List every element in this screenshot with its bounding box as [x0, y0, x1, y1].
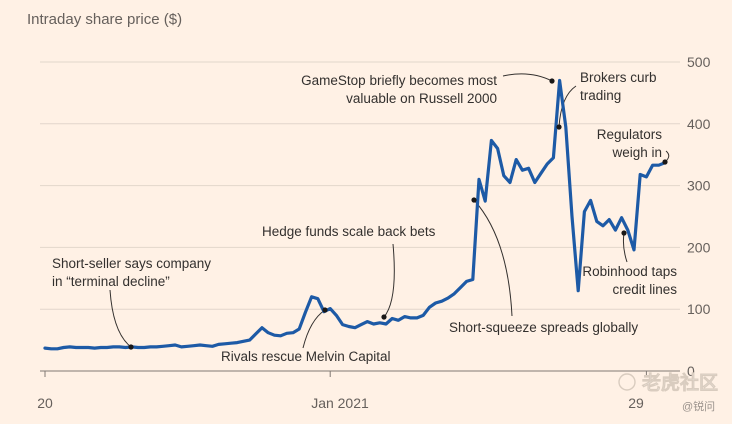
annotation-dot-regulators — [662, 159, 668, 165]
annotation-leader-hedge-funds — [383, 243, 395, 318]
annotation-dot-brokers-curb — [556, 124, 562, 130]
annotation-robinhood: Robinhood taps credit lines — [582, 264, 677, 297]
annotation-regulators-line-1: weigh in — [611, 145, 662, 160]
annotation-leader-short-seller — [109, 289, 132, 348]
annotation-short-seller-line-1: in “terminal decline” — [52, 274, 170, 289]
annotation-short-seller: Short-seller says company in “terminal de… — [52, 256, 211, 289]
annotation-regulators-line-0: Regulators — [597, 127, 663, 142]
x-tick-label-1: Jan 2021 — [311, 395, 369, 411]
annotation-brokers-curb-line-1: trading — [580, 88, 621, 103]
annotation-rivals-rescue: Rivals rescue Melvin Capital — [221, 349, 391, 364]
annotation-russell-2000: GameStop briefly becomes most valuable on… — [301, 73, 497, 106]
annotation-dot-hedge-funds — [381, 314, 387, 320]
y-tick-label-400: 400 — [687, 116, 711, 132]
annotation-regulators: Regulators weigh in — [597, 127, 663, 160]
annotation-dot-rivals-rescue — [322, 307, 328, 313]
annotation-russell-2000-line-1: valuable on Russell 2000 — [346, 91, 497, 106]
annotation-dot-short-squeeze — [471, 197, 477, 203]
x-axis: 20 Jan 2021 29 — [37, 371, 647, 411]
annotation-brokers-curb-line-0: Brokers curb — [580, 70, 657, 85]
watermark-user: @锐问 — [682, 399, 715, 413]
y-axis: 0 100 200 300 400 500 — [687, 54, 711, 379]
series-line-share-price — [43, 78, 667, 351]
annotation-short-seller-line-0: Short-seller says company — [52, 256, 211, 271]
y-tick-label-100: 100 — [687, 301, 711, 317]
watermark-logo-icon — [618, 373, 636, 391]
annotation-hedge-funds-line-0: Hedge funds scale back bets — [262, 224, 436, 239]
annotation-brokers-curb: Brokers curb trading — [580, 70, 657, 103]
annotation-robinhood-line-0: Robinhood taps — [582, 264, 677, 279]
x-tick-label-0: 20 — [37, 395, 53, 411]
watermark: 老虎社区 @锐问 — [618, 371, 718, 413]
annotations: Short-seller says company in “terminal de… — [52, 70, 677, 364]
y-tick-label-500: 500 — [687, 54, 711, 70]
y-tick-label-200: 200 — [687, 239, 711, 255]
annotation-russell-2000-line-0: GameStop briefly becomes most — [301, 73, 497, 88]
x-tick-label-2: 29 — [628, 395, 644, 411]
annotation-dots — [128, 78, 668, 350]
annotation-robinhood-line-1: credit lines — [612, 282, 677, 297]
annotation-short-squeeze: Short-squeeze spreads globally — [449, 320, 638, 335]
annotation-dot-russell-2000 — [549, 78, 555, 84]
annotation-leader-brokers-curb — [558, 85, 577, 128]
annotation-hedge-funds: Hedge funds scale back bets — [262, 224, 436, 239]
watermark-brand: 老虎社区 — [642, 371, 718, 394]
annotation-short-squeeze-line-0: Short-squeeze spreads globally — [449, 320, 638, 335]
grid — [40, 61, 680, 372]
annotation-leader-short-squeeze — [473, 199, 513, 317]
annotation-leader-russell-2000 — [502, 73, 553, 82]
annotation-dot-robinhood — [621, 230, 627, 236]
y-tick-label-300: 300 — [687, 178, 711, 194]
annotation-rivals-rescue-line-0: Rivals rescue Melvin Capital — [221, 349, 391, 364]
annotation-dot-short-seller — [128, 344, 134, 350]
chart-title: Intraday share price ($) — [27, 11, 182, 28]
y-tick-label-0: 0 — [687, 363, 695, 379]
annotation-leader-rivals-rescue — [302, 309, 326, 349]
